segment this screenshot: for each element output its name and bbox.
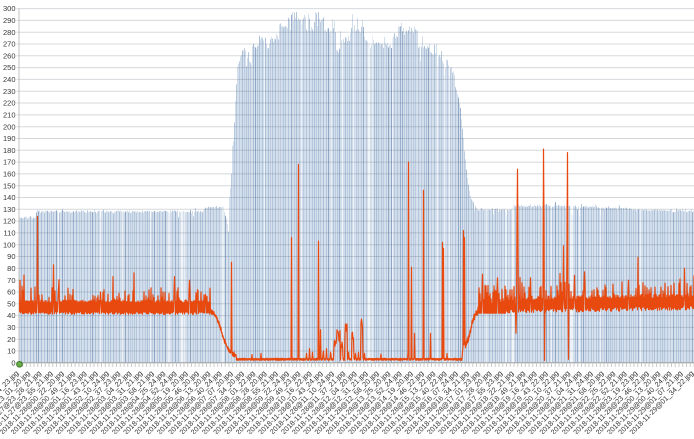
svg-text:300: 300 [3, 4, 16, 13]
svg-text:260: 260 [3, 51, 16, 60]
svg-text:0: 0 [11, 358, 15, 367]
svg-text:50: 50 [7, 299, 15, 308]
svg-text:200: 200 [3, 122, 16, 131]
svg-text:220: 220 [3, 99, 16, 108]
svg-text:180: 180 [3, 146, 16, 155]
svg-text:100: 100 [3, 240, 16, 249]
svg-text:170: 170 [3, 158, 16, 167]
svg-text:60: 60 [7, 288, 15, 297]
svg-text:160: 160 [3, 170, 16, 179]
svg-text:150: 150 [3, 181, 16, 190]
svg-text:120: 120 [3, 217, 16, 226]
svg-text:20: 20 [7, 335, 15, 344]
svg-text:130: 130 [3, 205, 16, 214]
svg-text:10: 10 [7, 347, 15, 356]
svg-text:30: 30 [7, 323, 15, 332]
svg-text:240: 240 [3, 75, 16, 84]
svg-text:190: 190 [3, 134, 16, 143]
svg-text:110: 110 [4, 229, 16, 238]
svg-text:230: 230 [3, 87, 16, 96]
svg-text:40: 40 [7, 311, 15, 320]
svg-text:250: 250 [3, 63, 16, 72]
svg-text:290: 290 [3, 16, 16, 25]
svg-text:280: 280 [3, 28, 16, 37]
svg-text:90: 90 [7, 252, 15, 261]
svg-text:270: 270 [3, 40, 16, 49]
svg-text:210: 210 [3, 111, 16, 120]
svg-text:140: 140 [3, 193, 16, 202]
svg-text:80: 80 [7, 264, 15, 273]
svg-text:70: 70 [7, 276, 15, 285]
